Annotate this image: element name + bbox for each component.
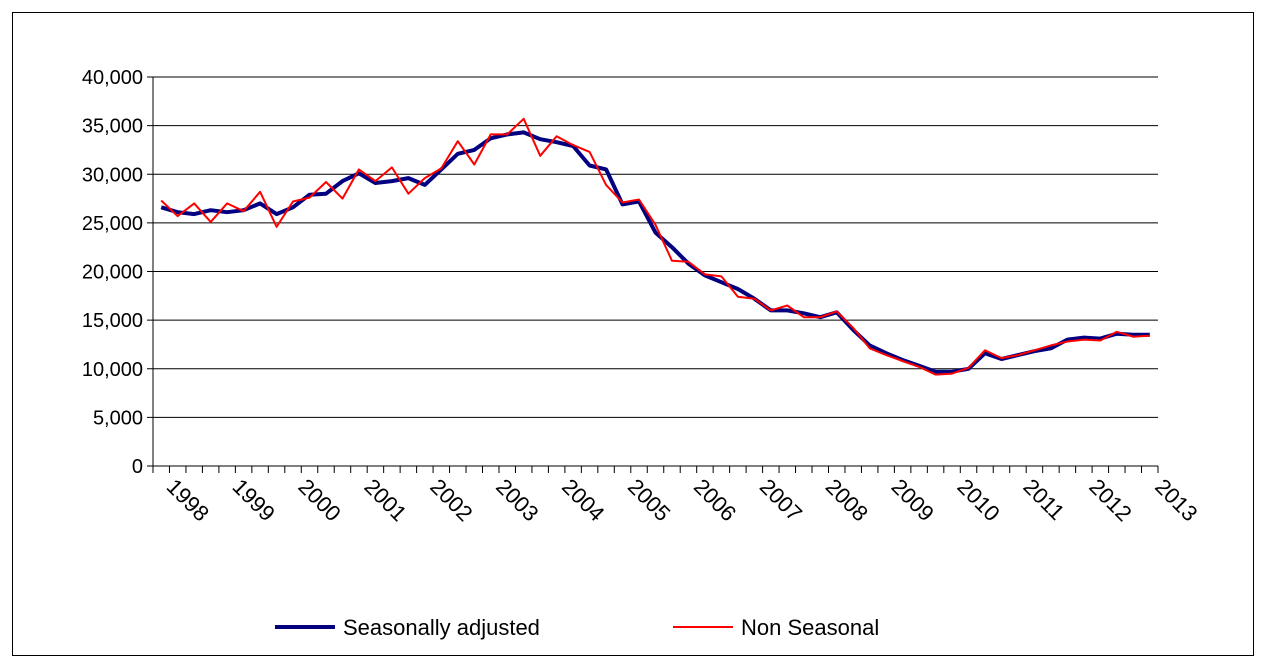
legend-label: Seasonally adjusted — [343, 615, 540, 640]
series-line — [160, 117, 1150, 376]
y-tick-label: 5,000 — [93, 407, 143, 429]
y-tick-label: 40,000 — [82, 67, 143, 89]
y-tick-label: 0 — [132, 456, 143, 478]
y-tick-label: 15,000 — [82, 310, 143, 332]
chart-border — [12, 12, 1254, 656]
y-tick-label: 10,000 — [82, 359, 143, 381]
y-tick-label: 25,000 — [82, 213, 143, 235]
legend-label: Non Seasonal — [741, 615, 879, 640]
y-tick-label: 35,000 — [82, 116, 143, 138]
y-tick-label: 20,000 — [82, 262, 143, 284]
series-line — [160, 130, 1150, 374]
y-tick-label: 30,000 — [82, 164, 143, 186]
